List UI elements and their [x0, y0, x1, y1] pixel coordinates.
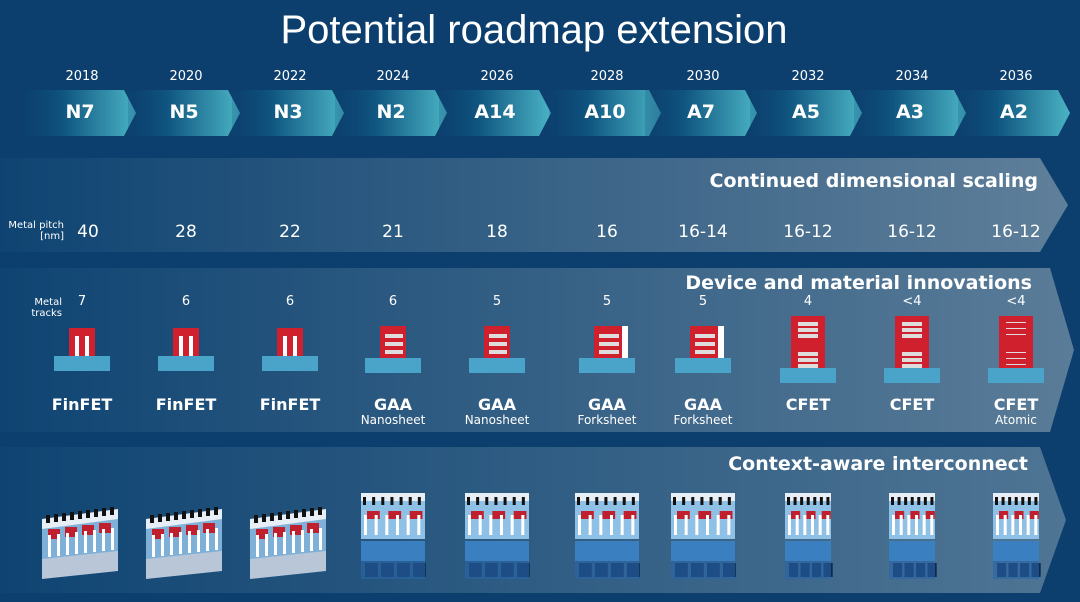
metal-tracks-value: 5	[698, 294, 708, 309]
node-chevron: A2	[958, 90, 1070, 136]
node-chevron: N2	[335, 90, 447, 136]
node-label: N3	[273, 101, 303, 123]
year-label: 2026	[480, 69, 514, 84]
year-label: 2018	[65, 69, 99, 84]
node-chevron: N3	[232, 90, 344, 136]
device-type: GAA	[588, 395, 626, 414]
interconnect-structure-icon	[238, 485, 342, 589]
band-title: Context-aware interconnect	[728, 453, 1028, 475]
interconnect-structure-icon	[555, 485, 659, 589]
metal-pitch-value: 22	[279, 222, 301, 242]
node-chevron: A14	[439, 90, 551, 136]
device-type: FinFET	[259, 395, 321, 414]
node-label: A3	[896, 101, 924, 123]
interconnect-structure-icon	[860, 485, 964, 589]
band-dimensional-scaling: Continued dimensional scaling	[0, 158, 1080, 252]
metal-pitch-value: 16	[596, 222, 618, 242]
cfet-transistor-icon	[860, 316, 964, 390]
device-subtype: Atomic	[995, 413, 1037, 427]
node-label: A14	[474, 101, 516, 123]
nanosheet-transistor-icon	[341, 322, 445, 386]
band-device-innovations: Device and material innovations	[0, 268, 1080, 432]
device-subtype: Forksheet	[673, 413, 733, 427]
device-type: FinFET	[51, 395, 113, 414]
year-label: 2020	[169, 69, 203, 84]
metal-pitch-value: 16-12	[887, 222, 937, 242]
metal-pitch-value: 21	[382, 222, 404, 242]
year-label: 2032	[791, 69, 825, 84]
node-chevron: N7	[24, 90, 136, 136]
metal-pitch-value: 28	[175, 222, 197, 242]
interconnect-structure-icon	[341, 485, 445, 589]
year-label: 2022	[273, 69, 307, 84]
device-type: GAA	[684, 395, 722, 414]
metal-tracks-label: Metal tracks	[31, 297, 62, 319]
node-chevron: N5	[128, 90, 240, 136]
band-title: Device and material innovations	[685, 272, 1032, 294]
node-chevron: A5	[750, 90, 862, 136]
year-label: 2034	[895, 69, 929, 84]
metal-tracks-value: 5	[492, 294, 502, 309]
finfet-transistor-icon	[134, 322, 238, 386]
interconnect-structure-icon	[134, 485, 238, 589]
metal-tracks-value: 6	[388, 294, 398, 309]
metal-pitch-value: 16-12	[991, 222, 1041, 242]
device-type: GAA	[374, 395, 412, 414]
device-subtype: Nanosheet	[360, 413, 426, 427]
device-type: FinFET	[155, 395, 217, 414]
page-title: Potential roadmap extension	[280, 8, 788, 52]
year-label: 2024	[376, 69, 410, 84]
device-type: CFET	[993, 395, 1039, 414]
year-label: 2028	[590, 69, 624, 84]
node-label: N5	[169, 101, 199, 123]
interconnect-structure-icon	[651, 485, 755, 589]
metal-tracks-value: 6	[285, 294, 295, 309]
metal-tracks-value: 6	[181, 294, 191, 309]
year-label: 2030	[686, 69, 720, 84]
forksheet-transistor-icon	[651, 322, 755, 386]
node-chevron: A7	[645, 90, 757, 136]
device-subtype: Nanosheet	[464, 413, 530, 427]
interconnect-structure-icon	[756, 485, 860, 589]
metal-pitch-value: 16-12	[783, 222, 833, 242]
finfet-transistor-icon	[30, 322, 134, 386]
forksheet-transistor-icon	[555, 322, 659, 386]
metal-pitch-label: Metal pitch [nm]	[8, 220, 64, 242]
node-label: A2	[1000, 101, 1028, 123]
metal-tracks-value: <4	[902, 294, 922, 309]
device-type: GAA	[478, 395, 516, 414]
atomic-transistor-icon	[964, 316, 1068, 390]
node-chevron: A3	[854, 90, 966, 136]
node-label: A7	[687, 101, 715, 123]
metal-tracks-value: 4	[803, 294, 813, 309]
interconnect-structure-icon	[964, 485, 1068, 589]
device-subtype: Forksheet	[577, 413, 637, 427]
metal-tracks-value: 5	[602, 294, 612, 309]
node-label: A5	[792, 101, 820, 123]
year-label: 2036	[999, 69, 1033, 84]
node-label: N2	[376, 101, 406, 123]
device-type: CFET	[785, 395, 831, 414]
device-type: CFET	[889, 395, 935, 414]
finfet-transistor-icon	[238, 322, 342, 386]
metal-pitch-value: 16-14	[678, 222, 728, 242]
node-label: N7	[65, 101, 95, 123]
metal-pitch-value: 18	[486, 222, 508, 242]
metal-tracks-value: 7	[77, 294, 87, 309]
cfet-transistor-icon	[756, 316, 860, 390]
interconnect-structure-icon	[30, 485, 134, 589]
nanosheet-transistor-icon	[445, 322, 549, 386]
metal-tracks-value: <4	[1006, 294, 1026, 309]
node-chevron: A10	[549, 90, 661, 136]
node-label: A10	[584, 101, 626, 123]
metal-pitch-value: 40	[77, 222, 99, 242]
interconnect-structure-icon	[445, 485, 549, 589]
band-title: Continued dimensional scaling	[709, 170, 1039, 192]
